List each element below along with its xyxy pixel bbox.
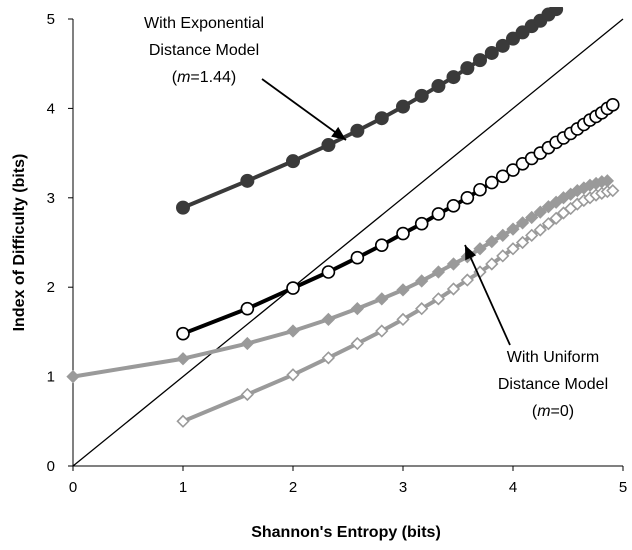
series-2-point — [431, 265, 446, 279]
series-3-point — [350, 336, 364, 351]
series-1-point — [460, 191, 475, 205]
series-2-point — [496, 228, 510, 242]
series-3-point — [506, 242, 520, 256]
series-3-point — [541, 217, 556, 231]
series-0-point — [240, 173, 255, 188]
series-1-point — [396, 226, 410, 241]
series-2-point — [525, 210, 539, 225]
series-2-point — [66, 369, 80, 384]
plot-area: 0 1 2 3 4 5 0 1 2 3 4 5 Shannon's Entropy (bits) Inde… — [11, 7, 627, 541]
series-0-point — [321, 138, 336, 153]
annotation-exp-arrowhead — [331, 126, 346, 140]
series-3-point — [460, 273, 474, 287]
series-1-point — [495, 169, 510, 184]
reference-line — [72, 18, 624, 467]
annotation-uni-line: With Uniform — [507, 349, 599, 366]
series-3-point — [431, 292, 446, 306]
series-3-point — [533, 223, 547, 237]
series-group — [66, 7, 624, 467]
x-axis-title: Shannon's Entropy (bits) — [251, 524, 441, 541]
series-2-point — [446, 257, 461, 271]
series-3-point — [606, 184, 620, 198]
series-3-point — [396, 312, 410, 327]
series-3-point — [286, 368, 300, 382]
annotation-exp-line: Distance Model — [149, 42, 259, 59]
series-2-point — [176, 352, 190, 366]
series-1-point — [321, 265, 336, 279]
series-2-point — [240, 336, 254, 351]
series-3-point — [485, 257, 499, 271]
x-tick-label: 1 — [179, 479, 187, 496]
series-3-point — [496, 249, 510, 263]
series-2-point — [533, 205, 547, 219]
series-0-point — [473, 53, 487, 68]
series-2-point — [396, 283, 410, 297]
x-tick-label: 0 — [69, 479, 77, 496]
series-3-point — [321, 351, 336, 365]
series-3-point — [240, 387, 254, 402]
y-tick-label: 4 — [47, 100, 55, 117]
series-2-point — [321, 312, 336, 327]
series-1-point — [506, 163, 520, 177]
series-0-point — [350, 123, 365, 138]
x-tick-label: 5 — [619, 479, 627, 496]
series-1-point — [414, 216, 429, 231]
series-2-point — [375, 292, 389, 306]
series-0-point — [484, 45, 499, 60]
series-2-point — [541, 200, 556, 214]
y-tick-label: 5 — [47, 11, 55, 28]
series-3-point — [549, 211, 563, 225]
series-1-point — [431, 207, 446, 221]
series-1-point — [286, 281, 300, 295]
series-2-point — [286, 324, 300, 338]
series-1-point — [446, 199, 461, 213]
series-2-point — [415, 274, 429, 288]
series-2-point — [485, 234, 499, 249]
series-0-point — [460, 61, 475, 76]
series-2-line — [72, 178, 608, 379]
annotation-uni-arrow — [464, 244, 511, 346]
series-2-point — [515, 216, 530, 230]
series-3-point — [525, 228, 539, 242]
annotation-exp-arrow — [261, 78, 347, 141]
series-1-point — [473, 182, 487, 197]
series-1-point — [484, 175, 499, 190]
annotation-uni-line: Distance Model — [498, 376, 608, 393]
series-2-point — [350, 302, 364, 316]
series-0-point — [286, 154, 300, 169]
series-0-point — [431, 79, 446, 94]
series-1-point — [350, 250, 365, 265]
series-0-point — [374, 111, 389, 126]
series-2-point — [506, 222, 520, 236]
x-tick-label: 4 — [509, 479, 517, 496]
series-1-point — [176, 326, 190, 341]
series-0-point — [446, 70, 461, 85]
x-tick-label: 2 — [289, 479, 297, 496]
annotation-exp-line: (m=1.44) — [172, 69, 236, 86]
series-2-point — [473, 242, 487, 256]
y-tick-label: 3 — [47, 190, 55, 207]
y-tick-label: 1 — [47, 369, 55, 386]
series-3-point — [515, 235, 530, 250]
y-axis-title: Index of Difficulty (bits) — [11, 154, 28, 332]
annotation-uni-line: (m=0) — [532, 403, 574, 420]
series-1-point — [605, 98, 620, 112]
series-1-point — [374, 238, 389, 252]
series-0-point — [549, 7, 564, 17]
x-tick-label: 3 — [399, 479, 407, 496]
series-0-point — [176, 200, 190, 215]
series-0-point — [495, 38, 510, 53]
y-tick-label: 0 — [47, 458, 55, 475]
series-3-point — [415, 302, 429, 316]
series-3-point — [375, 324, 389, 338]
series-3-point — [446, 282, 461, 296]
series-1-point — [240, 301, 255, 316]
series-0-point — [396, 99, 410, 114]
annotation-exp-line: With Exponential — [144, 15, 264, 32]
series-3-point — [176, 414, 190, 428]
annotation-uni-arrowhead — [465, 245, 477, 261]
series-0-point — [414, 88, 429, 103]
y-tick-label: 2 — [47, 279, 55, 296]
